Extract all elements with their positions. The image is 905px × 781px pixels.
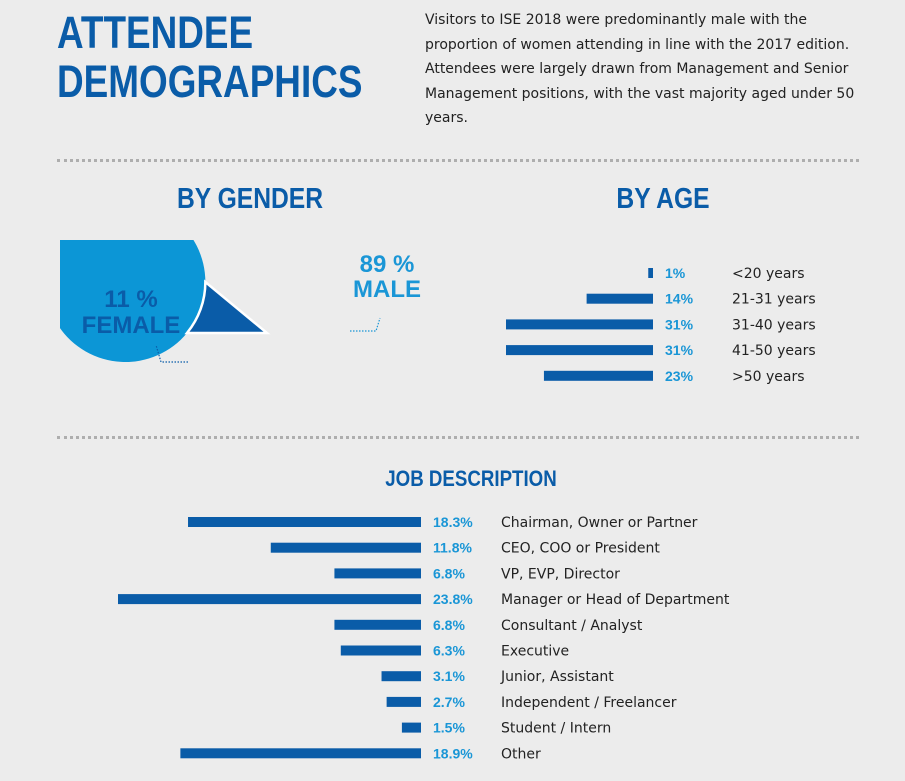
- gender-pie-chart: 89 % MALE 11 % FEMALE: [60, 240, 421, 363]
- value-label: 31%: [665, 316, 694, 332]
- intro-paragraph: Visitors to ISE 2018 were predominantly …: [425, 12, 855, 126]
- bar-7: [381, 671, 421, 682]
- value-label: 18.3%: [433, 514, 473, 530]
- age-bar-chart: 1% <20 years 14% 21-31 years 31% 31-40 years 3…: [506, 265, 816, 385]
- value-label: 23.8%: [433, 591, 473, 607]
- value-label: 31%: [665, 342, 694, 358]
- bar-9: [401, 722, 421, 733]
- male-percent-label: 89 %: [360, 251, 415, 278]
- category-label: Junior, Assistant: [500, 669, 614, 685]
- value-label: 6.8%: [433, 565, 465, 581]
- category-label: Independent / Freelancer: [501, 695, 677, 711]
- category-label: 21-31 years: [732, 292, 816, 308]
- category-label: 41-50 years: [732, 343, 816, 359]
- value-label: 1%: [665, 265, 686, 281]
- bar-5: [543, 370, 653, 381]
- page-title: ATTENDEE DEMOGRAPHICS: [57, 8, 362, 106]
- category-label: >50 years: [732, 369, 805, 385]
- female-label: FEMALE: [82, 312, 181, 339]
- job-bar-chart: 18.3% Chairman, Owner or Partner 11.8% CEO,…: [118, 514, 730, 762]
- title-line-1: ATTENDEE: [57, 7, 254, 58]
- title-line-2: DEMOGRAPHICS: [57, 56, 363, 107]
- bar-1: [648, 268, 653, 278]
- bar-1: [188, 517, 421, 527]
- bar-4: [506, 345, 653, 356]
- bar-2: [270, 542, 421, 553]
- pie-slice-female: [184, 279, 271, 335]
- bar-6: [340, 645, 421, 656]
- gender-chart-title: BY GENDER: [176, 183, 324, 215]
- bar-2: [586, 293, 653, 304]
- category-label: Manager or Head of Department: [501, 592, 730, 608]
- value-label: 2.7%: [433, 694, 465, 710]
- age-chart-title: BY AGE: [616, 183, 710, 215]
- male-leader-line: [350, 317, 381, 332]
- value-label: 3.1%: [433, 668, 465, 684]
- pie-slice-male: [60, 240, 267, 362]
- divider-middle: [57, 436, 859, 439]
- bar-5: [334, 619, 421, 630]
- value-label: 6.3%: [433, 643, 465, 659]
- category-label: VP, EVP, Director: [501, 566, 620, 582]
- bar-3: [506, 319, 653, 330]
- bar-10: [180, 748, 421, 759]
- category-label: <20 years: [732, 266, 805, 282]
- category-label: Consultant / Analyst: [501, 618, 643, 634]
- value-label: 23%: [665, 368, 694, 384]
- value-label: 18.9%: [433, 745, 473, 761]
- male-label: MALE: [353, 276, 421, 303]
- category-label: CEO, COO or President: [501, 541, 660, 557]
- bar-8: [386, 696, 421, 707]
- value-label: 1.5%: [433, 720, 465, 736]
- value-label: 11.8%: [433, 540, 472, 556]
- bar-4: [118, 594, 421, 605]
- female-percent-label: 11 %: [104, 286, 157, 313]
- category-label: Executive: [501, 644, 569, 660]
- bar-3: [334, 568, 421, 579]
- value-label: 6.8%: [433, 617, 465, 633]
- category-label: Other: [501, 746, 541, 762]
- divider-top: [57, 159, 859, 162]
- category-label: Student / Intern: [501, 721, 611, 737]
- female-leader-line: [155, 344, 188, 363]
- job-chart-title: JOB DESCRIPTION: [385, 466, 557, 491]
- category-label: 31-40 years: [732, 317, 816, 333]
- value-label: 14%: [665, 291, 694, 307]
- category-label: Chairman, Owner or Partner: [501, 515, 698, 531]
